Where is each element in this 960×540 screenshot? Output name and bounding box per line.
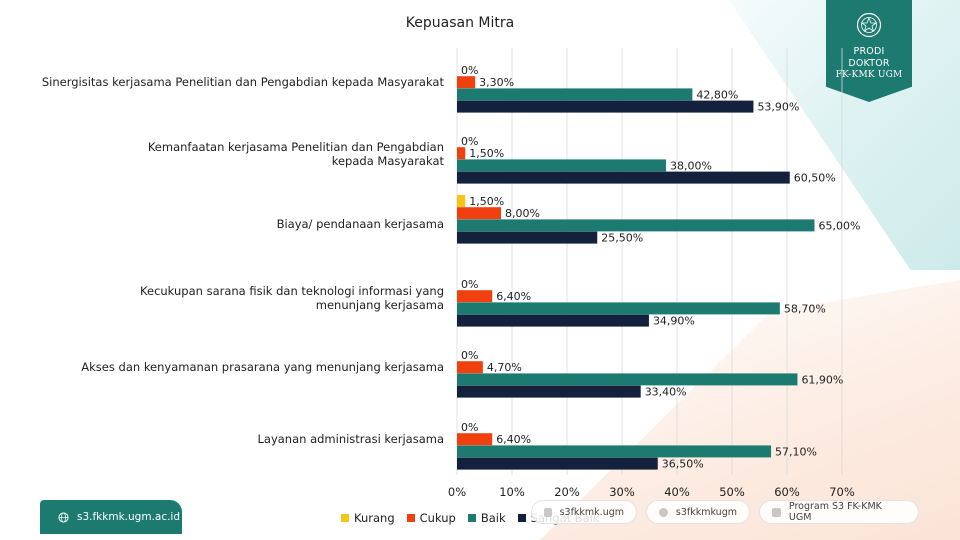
data-label: 0%	[461, 421, 478, 434]
data-label: 0%	[461, 278, 478, 291]
bar-sangat-baik	[457, 100, 754, 113]
bar-cukup	[457, 290, 493, 303]
data-label: 8,00%	[505, 207, 540, 220]
data-label: 4,70%	[487, 361, 522, 374]
category-label: Biaya/ pendanaan kerjasama	[276, 217, 444, 231]
data-label: 36,50%	[662, 458, 704, 471]
logo-line-fkkmk: FK-KMK UGM	[835, 70, 903, 80]
youtube-icon	[772, 507, 781, 517]
data-label: 57,10%	[775, 445, 817, 458]
bar-sangat-baik	[457, 457, 658, 470]
bar-cukup	[457, 207, 501, 220]
logo-line-prodi: PRODI	[853, 46, 885, 57]
x-tick-label: 0%	[448, 485, 466, 499]
x-tick-label: 60%	[774, 485, 800, 499]
youtube-channel: Program S3 FK-KMK UGM	[788, 501, 882, 523]
data-label: 42,80%	[696, 88, 738, 101]
bar-cukup	[457, 76, 476, 89]
youtube-pill[interactable]: Program S3 FK-KMK UGM	[759, 500, 919, 524]
data-label: 65,00%	[819, 219, 861, 232]
website-url: s3.fkkmk.ugm.ac.id	[77, 511, 181, 523]
data-label: 0%	[461, 135, 478, 148]
category-label: Sinergisitas kerjasama Penelitian dan Pe…	[41, 75, 444, 89]
data-label: 38,00%	[670, 159, 712, 172]
instagram-handle: s3fkkmk.ugm	[559, 506, 624, 518]
x-tick-label: 40%	[664, 485, 690, 499]
data-label: 6,40%	[496, 433, 531, 446]
bar-sangat-baik	[457, 171, 790, 184]
x-tick-label: 20%	[554, 485, 580, 499]
legend-item: Kurang	[341, 511, 395, 525]
bar-baik	[457, 373, 798, 386]
data-label: 60,50%	[794, 172, 836, 185]
legend-swatch	[467, 514, 476, 522]
facebook-handle: s3fkkmkugm	[675, 506, 737, 518]
website-badge[interactable]: s3.fkkmk.ugm.ac.id	[40, 500, 182, 534]
data-label: 61,90%	[801, 373, 843, 386]
legend-swatch	[406, 514, 415, 522]
bar-baik	[457, 88, 693, 101]
data-label: 1,50%	[469, 147, 504, 160]
facebook-pill[interactable]: s3fkkmkugm	[646, 500, 750, 524]
data-label: 0%	[461, 64, 478, 77]
prodi-logo-badge: PRODI DOKTOR FK-KMK UGM	[826, 0, 912, 102]
data-label: 6,40%	[496, 290, 531, 303]
bar-sangat-baik	[457, 385, 641, 398]
category-label: Kemanfaatan kerjasama Penelitian dan Pen…	[147, 140, 444, 168]
facebook-icon	[659, 507, 668, 517]
logo-line-doktor: DOKTOR	[848, 58, 890, 69]
data-label: 1,50%	[469, 195, 504, 208]
data-label: 58,70%	[784, 302, 826, 315]
globe-icon	[58, 511, 69, 523]
data-label: 34,90%	[653, 315, 695, 328]
legend-item: Baik	[467, 511, 506, 525]
legend-label: Baik	[480, 511, 506, 525]
bar-kurang	[457, 195, 466, 207]
bar-baik	[457, 445, 772, 458]
ugm-seal-icon	[856, 12, 882, 38]
data-label: 33,40%	[645, 386, 687, 399]
bar-cukup	[457, 361, 483, 374]
legend-label: Cukup	[419, 511, 456, 525]
bar-baik	[457, 302, 780, 315]
data-label: 25,50%	[601, 232, 643, 245]
legend-swatch	[341, 514, 349, 522]
bar-baik	[457, 219, 815, 232]
category-label: Akses dan kenyamanan prasarana yang menu…	[81, 360, 444, 374]
instagram-pill[interactable]: s3fkkmk.ugm	[531, 500, 637, 524]
bar-baik	[457, 159, 666, 172]
category-label: Layanan administrasi kerjasama	[257, 432, 444, 446]
bar-sangat-baik	[457, 314, 649, 327]
legend-swatch	[517, 514, 526, 522]
bar-cukup	[457, 147, 466, 160]
bar-cukup	[457, 433, 493, 446]
legend-label: Kurang	[354, 511, 395, 525]
x-tick-label: 70%	[829, 485, 855, 499]
data-label: 3,30%	[479, 76, 514, 89]
x-tick-label: 50%	[719, 485, 745, 499]
chart-title: Kepuasan Mitra	[405, 15, 515, 31]
bar-sangat-baik	[457, 231, 598, 244]
category-label: Kecukupan sarana fisik dan teknologi inf…	[140, 284, 444, 312]
data-label: 0%	[461, 349, 478, 362]
x-tick-label: 10%	[499, 485, 525, 499]
legend-item: Cukup	[406, 511, 456, 525]
x-tick-label: 30%	[609, 485, 635, 499]
instagram-icon	[544, 507, 552, 517]
data-label: 53,90%	[757, 101, 799, 114]
